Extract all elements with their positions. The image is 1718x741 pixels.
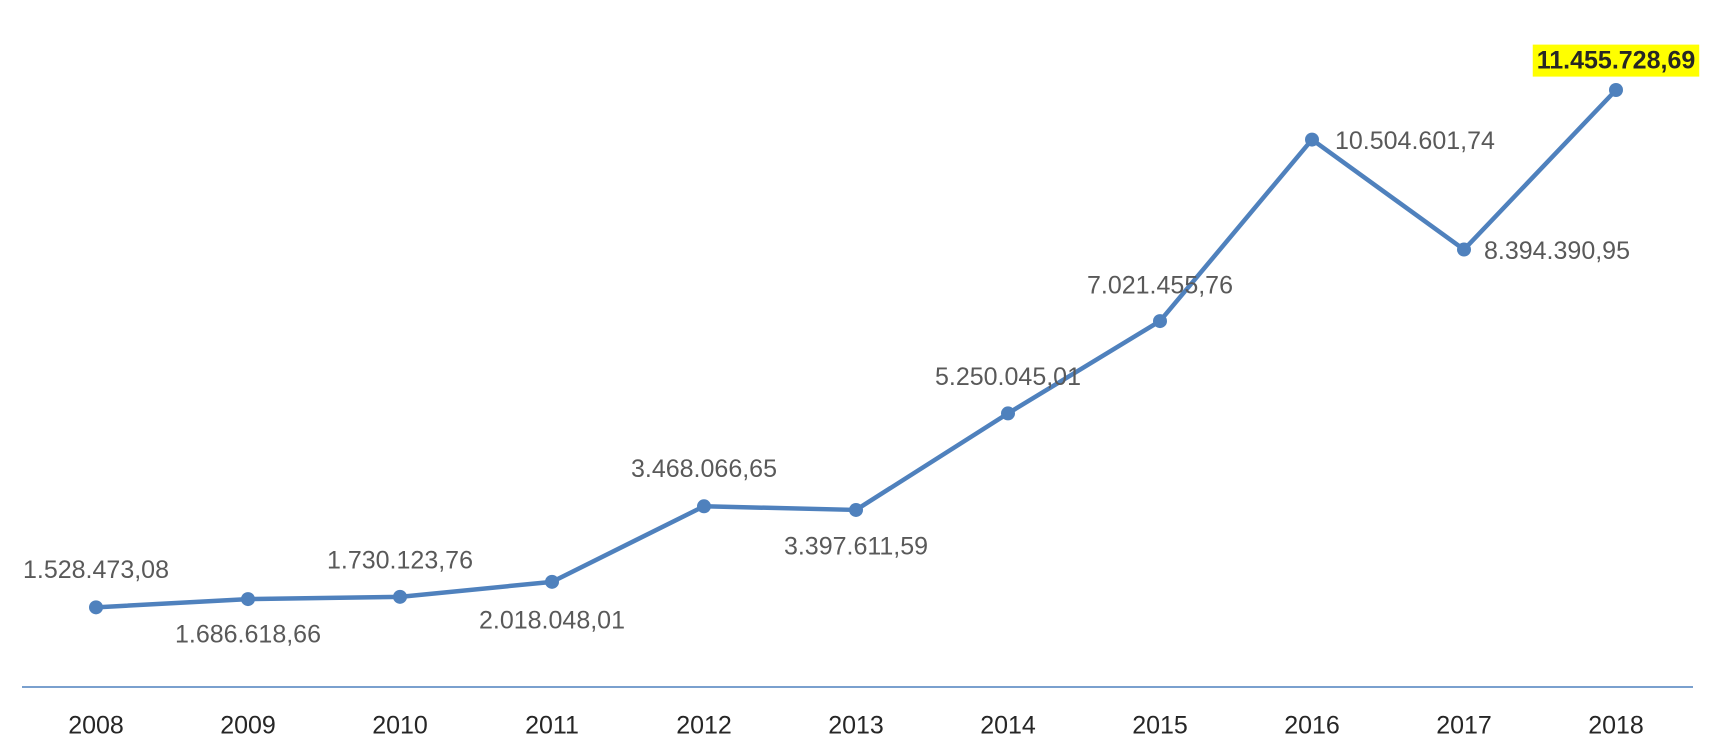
value-label: 1.686.618,66 [175,621,321,649]
point [697,499,711,514]
value-label: 10.504.601,74 [1335,127,1495,155]
point [393,589,407,604]
value-label: 3.468.066,65 [631,455,777,483]
value-label: 1.528.473,08 [23,556,169,584]
x-tick-label: 2009 [220,712,276,740]
x-tick-label: 2012 [676,712,732,740]
x-tick-label: 2008 [68,712,124,740]
point [849,502,863,517]
value-label: 8.394.390,95 [1484,237,1630,265]
x-tick-label: 2011 [525,712,579,740]
x-tick-label: 2017 [1436,712,1492,740]
value-label: 7.021.455,76 [1087,272,1233,300]
point [1457,242,1471,257]
point [241,592,255,607]
value-label: 11.455.728,69 [1537,47,1696,75]
x-tick-label: 2016 [1284,712,1340,740]
value-label: 5.250.045,01 [935,363,1081,391]
x-tick-label: 2018 [1588,712,1644,740]
value-label: 3.397.611,59 [784,533,928,561]
point [545,574,559,589]
x-tick-label: 2014 [980,712,1036,740]
line [95,88,1618,610]
x-tick-label: 2013 [828,712,884,740]
point [1001,406,1015,421]
label-highlight [1532,44,1700,77]
point [89,600,103,615]
point [1153,314,1167,329]
x-tick-label: 2010 [372,712,428,740]
point [1305,132,1319,147]
value-label: 1.730.123,76 [327,546,473,574]
value-label: 2.018.048,01 [479,606,625,634]
x-tick-label: 2015 [1132,712,1188,740]
point [1609,83,1623,97]
